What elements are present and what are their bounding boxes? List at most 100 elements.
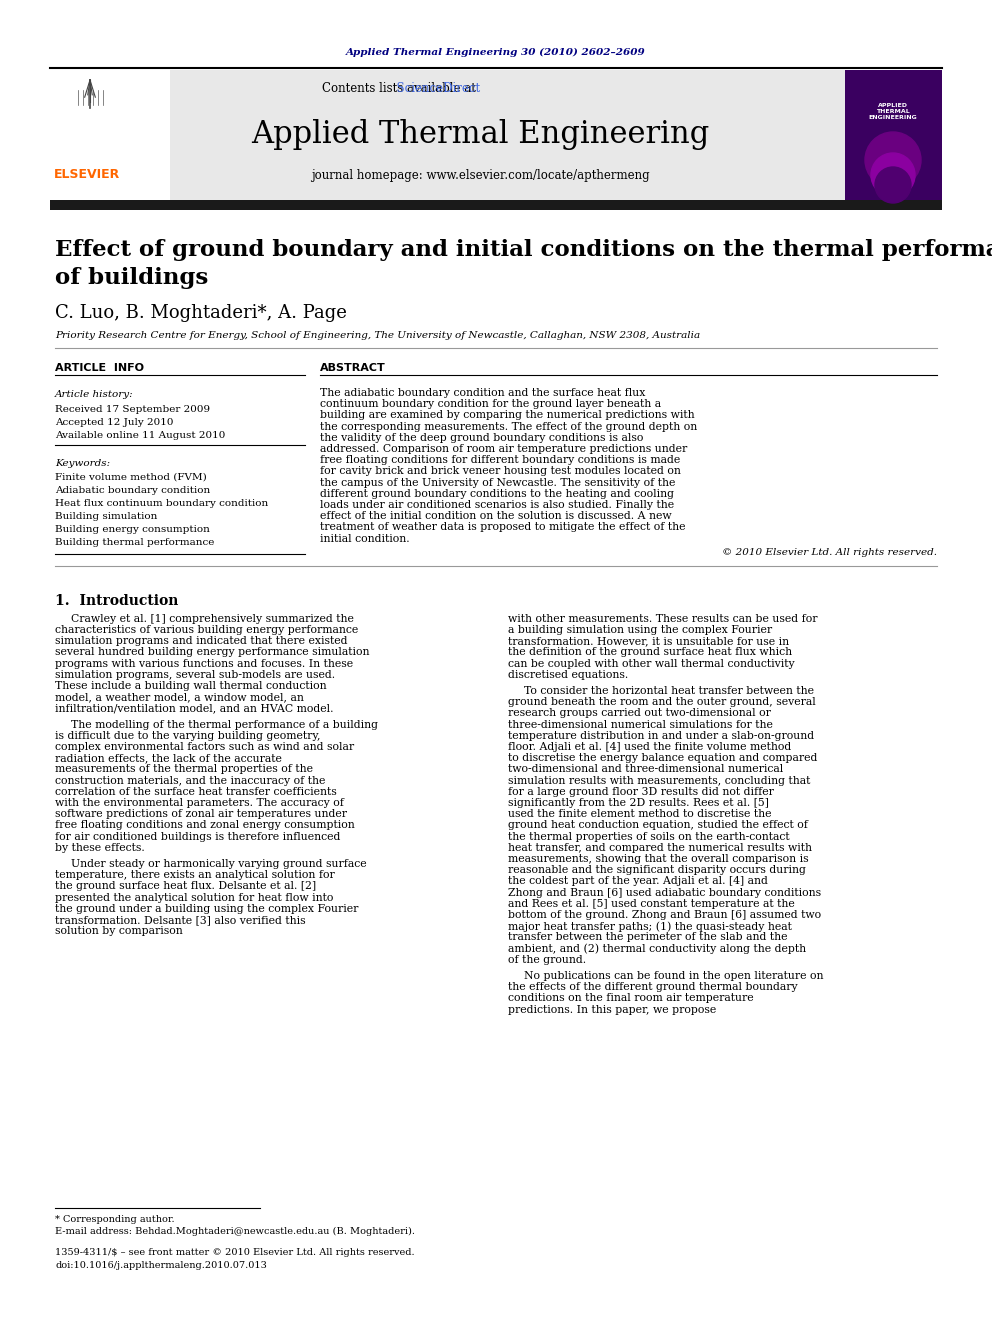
Text: can be coupled with other wall thermal conductivity: can be coupled with other wall thermal c…: [508, 659, 795, 668]
Text: software predictions of zonal air temperatures under: software predictions of zonal air temper…: [55, 810, 347, 819]
Text: significantly from the 2D results. Rees et al. [5]: significantly from the 2D results. Rees …: [508, 798, 769, 808]
Text: of buildings: of buildings: [55, 267, 208, 288]
Text: * Corresponding author.: * Corresponding author.: [55, 1215, 175, 1224]
Circle shape: [871, 153, 915, 197]
Text: reasonable and the significant disparity occurs during: reasonable and the significant disparity…: [508, 865, 806, 876]
Text: effect of the initial condition on the solution is discussed. A new: effect of the initial condition on the s…: [320, 511, 672, 521]
Text: journal homepage: www.elsevier.com/locate/apthermeng: journal homepage: www.elsevier.com/locat…: [310, 168, 650, 181]
Text: correlation of the surface heat transfer coefficients: correlation of the surface heat transfer…: [55, 787, 336, 796]
Text: Effect of ground boundary and initial conditions on the thermal performance: Effect of ground boundary and initial co…: [55, 239, 992, 261]
Text: programs with various functions and focuses. In these: programs with various functions and focu…: [55, 659, 353, 668]
Bar: [50, 200, 942, 210]
Text: and Rees et al. [5] used constant temperature at the: and Rees et al. [5] used constant temper…: [508, 898, 795, 909]
Text: No publications can be found in the open literature on: No publications can be found in the open…: [524, 971, 823, 980]
Text: Under steady or harmonically varying ground surface: Under steady or harmonically varying gro…: [71, 859, 367, 869]
Text: simulation programs and indicated that there existed: simulation programs and indicated that t…: [55, 636, 347, 646]
Text: infiltration/ventilation model, and an HVAC model.: infiltration/ventilation model, and an H…: [55, 704, 333, 713]
Text: used the finite element method to discretise the: used the finite element method to discre…: [508, 810, 772, 819]
Text: loads under air conditioned scenarios is also studied. Finally the: loads under air conditioned scenarios is…: [320, 500, 675, 509]
Text: the definition of the ground surface heat flux which: the definition of the ground surface hea…: [508, 647, 793, 658]
Text: Keywords:: Keywords:: [55, 459, 110, 468]
Text: 1.  Introduction: 1. Introduction: [55, 594, 179, 607]
Text: with other measurements. These results can be used for: with other measurements. These results c…: [508, 614, 817, 624]
Text: temperature, there exists an analytical solution for: temperature, there exists an analytical …: [55, 871, 334, 880]
Text: C. Luo, B. Moghtaderi*, A. Page: C. Luo, B. Moghtaderi*, A. Page: [55, 304, 347, 321]
Text: Crawley et al. [1] comprehensively summarized the: Crawley et al. [1] comprehensively summa…: [71, 614, 354, 624]
Text: doi:10.1016/j.applthermaleng.2010.07.013: doi:10.1016/j.applthermaleng.2010.07.013: [55, 1261, 267, 1270]
Text: measurements, showing that the overall comparison is: measurements, showing that the overall c…: [508, 855, 808, 864]
Text: The modelling of the thermal performance of a building: The modelling of the thermal performance…: [71, 720, 378, 729]
Text: floor. Adjali et al. [4] used the finite volume method: floor. Adjali et al. [4] used the finite…: [508, 742, 792, 751]
Text: transformation. Delsante [3] also verified this: transformation. Delsante [3] also verifi…: [55, 916, 306, 925]
Text: treatment of weather data is proposed to mitigate the effect of the: treatment of weather data is proposed to…: [320, 523, 685, 532]
Text: free floating conditions for different boundary conditions is made: free floating conditions for different b…: [320, 455, 681, 466]
Text: presented the analytical solution for heat flow into: presented the analytical solution for he…: [55, 893, 333, 902]
Text: the campus of the University of Newcastle. The sensitivity of the: the campus of the University of Newcastl…: [320, 478, 676, 488]
Text: solution by comparison: solution by comparison: [55, 926, 183, 937]
Text: is difficult due to the varying building geometry,: is difficult due to the varying building…: [55, 730, 320, 741]
Bar: [50, 70, 845, 200]
Text: building are examined by comparing the numerical predictions with: building are examined by comparing the n…: [320, 410, 694, 421]
Text: Adiabatic boundary condition: Adiabatic boundary condition: [55, 486, 210, 495]
Text: major heat transfer paths; (1) the quasi-steady heat: major heat transfer paths; (1) the quasi…: [508, 921, 792, 931]
Text: three-dimensional numerical simulations for the: three-dimensional numerical simulations …: [508, 720, 773, 729]
Text: To consider the horizontal heat transfer between the: To consider the horizontal heat transfer…: [524, 687, 814, 696]
Text: Zhong and Braun [6] used adiabatic boundary conditions: Zhong and Braun [6] used adiabatic bound…: [508, 888, 821, 897]
Text: of the ground.: of the ground.: [508, 955, 586, 964]
Text: Priority Research Centre for Energy, School of Engineering, The University of Ne: Priority Research Centre for Energy, Sch…: [55, 331, 700, 340]
Text: Building energy consumption: Building energy consumption: [55, 525, 210, 534]
Text: addressed. Comparison of room air temperature predictions under: addressed. Comparison of room air temper…: [320, 445, 687, 454]
Text: transfer between the perimeter of the slab and the: transfer between the perimeter of the sl…: [508, 933, 788, 942]
Text: ambient, and (2) thermal conductivity along the depth: ambient, and (2) thermal conductivity al…: [508, 943, 806, 954]
Text: ARTICLE  INFO: ARTICLE INFO: [55, 363, 144, 373]
Text: for cavity brick and brick veneer housing test modules located on: for cavity brick and brick veneer housin…: [320, 467, 681, 476]
Text: ground beneath the room and the outer ground, several: ground beneath the room and the outer gr…: [508, 697, 815, 708]
Text: the ground under a building using the complex Fourier: the ground under a building using the co…: [55, 904, 358, 914]
Text: with the environmental parameters. The accuracy of: with the environmental parameters. The a…: [55, 798, 344, 808]
Text: Heat flux continuum boundary condition: Heat flux continuum boundary condition: [55, 499, 268, 508]
Text: Accepted 12 July 2010: Accepted 12 July 2010: [55, 418, 174, 427]
Text: the ground surface heat flux. Delsante et al. [2]: the ground surface heat flux. Delsante e…: [55, 881, 316, 892]
Text: 1359-4311/$ – see front matter © 2010 Elsevier Ltd. All rights reserved.: 1359-4311/$ – see front matter © 2010 El…: [55, 1248, 415, 1257]
Text: ABSTRACT: ABSTRACT: [320, 363, 386, 373]
Text: continuum boundary condition for the ground layer beneath a: continuum boundary condition for the gro…: [320, 400, 661, 409]
Text: heat transfer, and compared the numerical results with: heat transfer, and compared the numerica…: [508, 843, 812, 853]
Text: a building simulation using the complex Fourier: a building simulation using the complex …: [508, 624, 772, 635]
Text: simulation results with measurements, concluding that: simulation results with measurements, co…: [508, 775, 810, 786]
Text: the validity of the deep ground boundary conditions is also: the validity of the deep ground boundary…: [320, 433, 644, 443]
Text: the effects of the different ground thermal boundary: the effects of the different ground ther…: [508, 982, 798, 992]
Bar: [50, 70, 170, 200]
Text: These include a building wall thermal conduction: These include a building wall thermal co…: [55, 681, 326, 691]
Text: measurements of the thermal properties of the: measurements of the thermal properties o…: [55, 765, 313, 774]
Text: model, a weather model, a window model, an: model, a weather model, a window model, …: [55, 692, 304, 703]
Text: the corresponding measurements. The effect of the ground depth on: the corresponding measurements. The effe…: [320, 422, 697, 431]
Text: conditions on the final room air temperature: conditions on the final room air tempera…: [508, 994, 754, 1003]
Text: temperature distribution in and under a slab-on-ground: temperature distribution in and under a …: [508, 730, 814, 741]
Circle shape: [865, 132, 921, 188]
Text: different ground boundary conditions to the heating and cooling: different ground boundary conditions to …: [320, 488, 674, 499]
Text: predictions. In this paper, we propose: predictions. In this paper, we propose: [508, 1004, 716, 1015]
Text: complex environmental factors such as wind and solar: complex environmental factors such as wi…: [55, 742, 354, 751]
Text: Applied Thermal Engineering 30 (2010) 2602–2609: Applied Thermal Engineering 30 (2010) 26…: [346, 48, 646, 57]
Bar: [845, 70, 942, 200]
Text: construction materials, and the inaccuracy of the: construction materials, and the inaccura…: [55, 775, 325, 786]
Text: ScienceDirect: ScienceDirect: [284, 82, 480, 94]
Text: the thermal properties of soils on the earth-contact: the thermal properties of soils on the e…: [508, 832, 790, 841]
Text: ELSEVIER: ELSEVIER: [54, 168, 120, 181]
Text: research groups carried out two-dimensional or: research groups carried out two-dimensio…: [508, 708, 771, 718]
Text: Finite volume method (FVM): Finite volume method (FVM): [55, 474, 206, 482]
Text: several hundred building energy performance simulation: several hundred building energy performa…: [55, 647, 369, 658]
Text: for a large ground floor 3D results did not differ: for a large ground floor 3D results did …: [508, 787, 774, 796]
Text: for air conditioned buildings is therefore influenced: for air conditioned buildings is therefo…: [55, 832, 340, 841]
Text: the coldest part of the year. Adjali et al. [4] and: the coldest part of the year. Adjali et …: [508, 876, 768, 886]
Text: radiation effects, the lack of the accurate: radiation effects, the lack of the accur…: [55, 753, 282, 763]
Text: E-mail address: Behdad.Moghtaderi@newcastle.edu.au (B. Moghtaderi).: E-mail address: Behdad.Moghtaderi@newcas…: [55, 1226, 415, 1236]
Text: initial condition.: initial condition.: [320, 533, 410, 544]
Text: transformation. However, it is unsuitable for use in: transformation. However, it is unsuitabl…: [508, 636, 789, 646]
Text: Building thermal performance: Building thermal performance: [55, 538, 214, 546]
Text: The adiabatic boundary condition and the surface heat flux: The adiabatic boundary condition and the…: [320, 388, 646, 398]
Text: APPLIED
THERMAL
ENGINEERING: APPLIED THERMAL ENGINEERING: [869, 103, 918, 120]
Text: Contents lists available at: Contents lists available at: [322, 82, 480, 94]
Text: simulation programs, several sub-models are used.: simulation programs, several sub-models …: [55, 669, 335, 680]
Text: Applied Thermal Engineering: Applied Thermal Engineering: [251, 119, 709, 151]
